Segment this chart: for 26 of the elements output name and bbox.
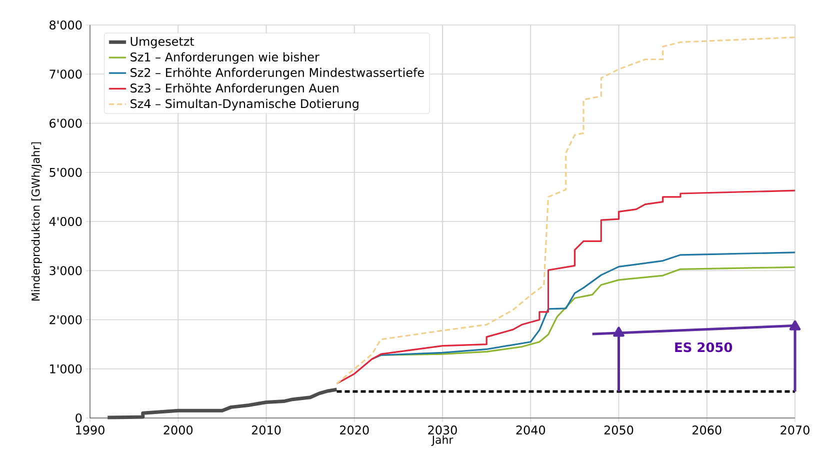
y-tick-label: 0 <box>76 413 82 423</box>
x-tick-label: 2000 <box>164 426 193 435</box>
legend-label: Sz3 – Erhöhte Anforderungen Auen <box>130 83 338 95</box>
y-tick-label: 1'000 <box>50 364 82 374</box>
legend-label: Umgesetzt <box>130 37 194 48</box>
x-axis-title: Jahr <box>431 435 454 446</box>
x-tick-label: 2070 <box>780 426 810 435</box>
x-tick-label: 2050 <box>604 426 634 435</box>
x-tick-label: 2020 <box>340 426 369 435</box>
legend-label: Sz2 – Erhöhte Anforderungen Mindestwassertiefe <box>130 68 424 80</box>
x-tick-label: 2060 <box>692 426 722 435</box>
y-tick-label: 8'000 <box>50 20 82 30</box>
annotation: ES 2050 <box>675 342 732 352</box>
y-tick-label: 3'000 <box>50 266 82 276</box>
y-tick-label: 2'000 <box>50 315 82 324</box>
y-tick-label: 7'000 <box>50 70 82 79</box>
x-tick-label: 1990 <box>76 426 104 435</box>
x-tick-label: 2010 <box>252 426 281 435</box>
y-tick-label: 5'000 <box>50 168 82 177</box>
y-tick-label: 4'000 <box>49 216 82 226</box>
legend-label: Sz1 – Anforderungen wie bisher <box>130 52 320 64</box>
legend-label: Sz4 – Simultan-Dynamische Dotierung <box>130 98 358 110</box>
y-tick-label: 6'000 <box>50 118 82 128</box>
x-tick-label: 2040 <box>516 426 546 435</box>
x-tick-label: 2030 <box>428 426 457 435</box>
y-axis-title: Minderproduktion [GWh/Jahr] <box>31 142 42 301</box>
